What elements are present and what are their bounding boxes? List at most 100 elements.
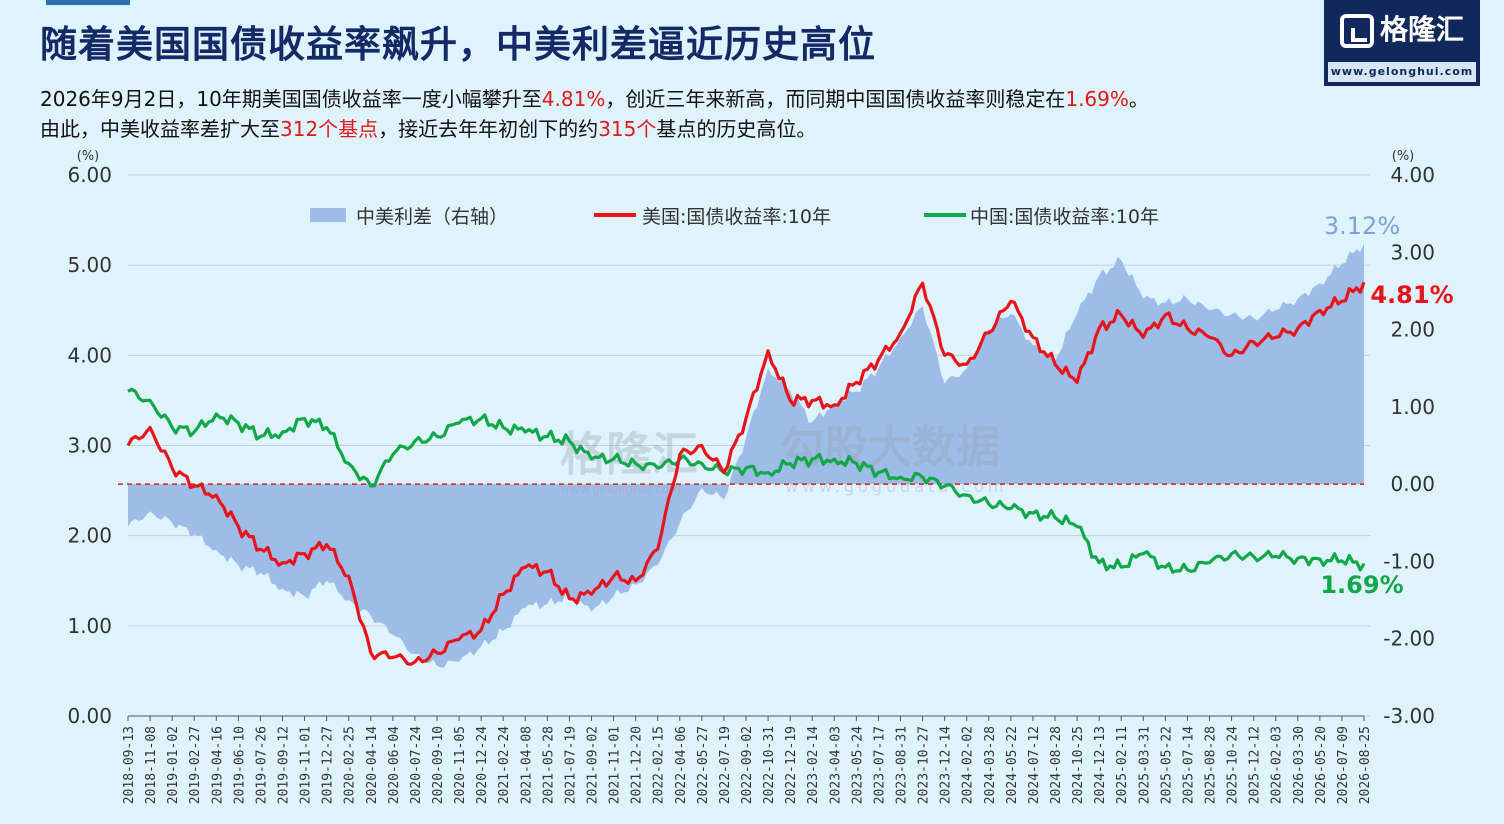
x-tick-label: 2026-05-20 bbox=[1314, 726, 1329, 804]
x-tick-label: 2026-08-25 bbox=[1358, 726, 1373, 804]
x-tick-label: 2020-09-10 bbox=[431, 726, 446, 804]
legend-label-us: 美国:国债收益率:10年 bbox=[642, 206, 831, 228]
axes: 0.001.002.003.004.005.006.00(%)-3.00-2.0… bbox=[67, 149, 1435, 804]
brand-logo[interactable]: 格隆汇 www.gelonghui.com bbox=[1324, 0, 1480, 86]
x-tick-label: 2019-07-26 bbox=[254, 726, 269, 804]
watermark-url: www.gelonghui.com bbox=[560, 482, 681, 496]
cn-yield-line bbox=[127, 387, 1366, 574]
x-tick-label: 2019-06-10 bbox=[232, 726, 247, 804]
x-tick-label: 2025-02-11 bbox=[1115, 726, 1130, 804]
x-tick-label: 2023-07-17 bbox=[872, 726, 887, 804]
x-tick-label: 2022-10-31 bbox=[762, 726, 777, 804]
logo-name: 格隆汇 bbox=[1379, 13, 1464, 46]
legend: 中美利差（右轴） 美国:国债收益率:10年 中国:国债收益率:10年 bbox=[310, 206, 1159, 228]
left-tick-label: 2.00 bbox=[67, 524, 112, 548]
left-axis-unit: (%) bbox=[77, 149, 100, 164]
subtitle-text: ，接近去年年初创下的约 bbox=[378, 117, 599, 141]
right-tick-label: 4.00 bbox=[1390, 163, 1435, 187]
x-tick-label: 2023-04-03 bbox=[828, 726, 843, 804]
watermark: 格隆汇 www.gelonghui.com 勾股大数据 www.gogudata… bbox=[560, 422, 1007, 496]
left-tick-label: 5.00 bbox=[67, 253, 112, 277]
spread-area-layer bbox=[128, 243, 1364, 668]
right-tick-label: 2.00 bbox=[1390, 318, 1435, 342]
x-tick-label: 2018-11-08 bbox=[144, 726, 159, 804]
x-tick-label: 2022-04-06 bbox=[674, 726, 689, 804]
subtitle: 2026年9月2日，10年期美国国债收益率一度小幅攀升至4.81%，创近三年来新… bbox=[40, 84, 1149, 144]
x-tick-label: 2019-09-12 bbox=[277, 726, 292, 804]
x-tick-label: 2023-10-27 bbox=[917, 726, 932, 804]
x-tick-label: 2025-03-31 bbox=[1137, 726, 1152, 804]
watermark-url: www.gogudata.com bbox=[785, 477, 1007, 496]
x-tick-label: 2024-05-22 bbox=[1005, 726, 1020, 804]
spread-highlight: 312个基点 bbox=[280, 117, 379, 141]
x-tick-label: 2023-02-14 bbox=[806, 726, 821, 804]
x-tick-label: 2025-07-14 bbox=[1181, 726, 1196, 804]
left-tick-label: 0.00 bbox=[67, 704, 112, 728]
x-tick-label: 2024-10-25 bbox=[1071, 726, 1086, 804]
x-tick-label: 2025-05-22 bbox=[1159, 726, 1174, 804]
cn-yield-highlight: 1.69% bbox=[1065, 87, 1129, 111]
x-tick-label: 2024-03-28 bbox=[983, 726, 998, 804]
subtitle-text: 由此，中美收益率差扩大至 bbox=[40, 117, 280, 141]
us-yield-highlight: 4.81% bbox=[541, 87, 606, 111]
logo-url: www.gelonghui.com bbox=[1328, 62, 1476, 82]
end-labels: 3.12% 4.81% 1.69% bbox=[1320, 212, 1453, 599]
x-tick-label: 2020-07-24 bbox=[409, 726, 424, 804]
x-tick-label: 2022-07-19 bbox=[718, 726, 733, 804]
left-tick-label: 3.00 bbox=[67, 434, 112, 458]
x-tick-label: 2018-09-13 bbox=[122, 726, 137, 804]
right-tick-label: 0.00 bbox=[1390, 472, 1435, 496]
x-tick-label: 2020-04-14 bbox=[365, 726, 380, 804]
subtitle-text: 2026年9月2日，10年期美国国债收益率一度小幅攀升至 bbox=[40, 87, 542, 111]
x-tick-label: 2025-10-24 bbox=[1226, 726, 1241, 804]
x-tick-label: 2024-07-12 bbox=[1027, 726, 1042, 804]
x-tick-label: 2020-12-24 bbox=[475, 726, 490, 804]
legend-swatch-spread bbox=[310, 208, 346, 222]
right-tick-label: -2.00 bbox=[1383, 627, 1435, 651]
line-layer bbox=[126, 281, 1366, 666]
spread-end-label: 3.12% bbox=[1324, 212, 1400, 240]
right-axis-unit: (%) bbox=[1392, 149, 1415, 164]
subtitle-text: 。 bbox=[1128, 87, 1149, 111]
right-tick-label: 1.00 bbox=[1390, 395, 1435, 419]
x-tick-label: 2021-05-28 bbox=[541, 726, 556, 804]
peak-highlight: 315个 bbox=[598, 117, 657, 141]
left-tick-label: 6.00 bbox=[67, 163, 112, 187]
logo-g-icon bbox=[1339, 14, 1374, 48]
x-tick-label: 2025-12-12 bbox=[1248, 726, 1263, 804]
x-tick-label: 2021-12-20 bbox=[630, 726, 645, 804]
x-tick-label: 2021-09-02 bbox=[586, 726, 601, 804]
subtitle-text: ，创近三年来新高，而同期中国国债收益率则稳定在 bbox=[605, 87, 1066, 111]
subtitle-line-1: 2026年9月2日，10年期美国国债收益率一度小幅攀升至4.81%，创近三年来新… bbox=[40, 84, 1149, 114]
x-tick-label: 2022-09-02 bbox=[740, 726, 755, 804]
left-tick-label: 1.00 bbox=[67, 614, 112, 638]
x-tick-label: 2022-02-15 bbox=[652, 726, 667, 804]
x-tick-label: 2021-02-24 bbox=[497, 726, 512, 804]
us-end-label: 4.81% bbox=[1370, 281, 1453, 309]
x-tick-label: 2021-07-19 bbox=[563, 726, 578, 804]
x-tick-label: 2019-11-01 bbox=[299, 726, 314, 804]
x-tick-label: 2026-02-03 bbox=[1270, 726, 1285, 804]
x-tick-label: 2019-01-02 bbox=[166, 726, 181, 804]
x-tick-label: 2019-12-27 bbox=[321, 726, 336, 804]
x-tick-label: 2025-08-28 bbox=[1204, 726, 1219, 804]
x-tick-label: 2021-11-01 bbox=[608, 726, 623, 804]
x-tick-label: 2022-05-27 bbox=[696, 726, 711, 804]
right-tick-label: -1.00 bbox=[1383, 549, 1435, 573]
x-tick-label: 2022-12-19 bbox=[784, 726, 799, 804]
x-tick-label: 2023-08-31 bbox=[895, 726, 910, 804]
x-tick-label: 2020-11-05 bbox=[453, 726, 468, 804]
subtitle-text: 基点的历史高位。 bbox=[656, 117, 817, 141]
x-tick-label: 2023-05-24 bbox=[850, 726, 865, 804]
page-title: 随着美国国债收益率飙升，中美利差逼近历史高位 bbox=[40, 23, 876, 66]
x-tick-label: 2024-08-28 bbox=[1049, 726, 1064, 804]
x-tick-label: 2019-04-16 bbox=[210, 726, 225, 804]
x-tick-label: 2021-04-08 bbox=[519, 726, 534, 804]
watermark-text: 勾股大数据 bbox=[780, 422, 1000, 473]
x-tick-label: 2020-06-04 bbox=[387, 726, 402, 804]
legend-label-spread: 中美利差（右轴） bbox=[356, 206, 508, 228]
x-tick-label: 2020-02-25 bbox=[343, 726, 358, 804]
spread-area bbox=[128, 243, 1364, 668]
subtitle-line-2: 由此，中美收益率差扩大至312个基点，接近去年年初创下的约315个基点的历史高位… bbox=[40, 114, 1149, 144]
